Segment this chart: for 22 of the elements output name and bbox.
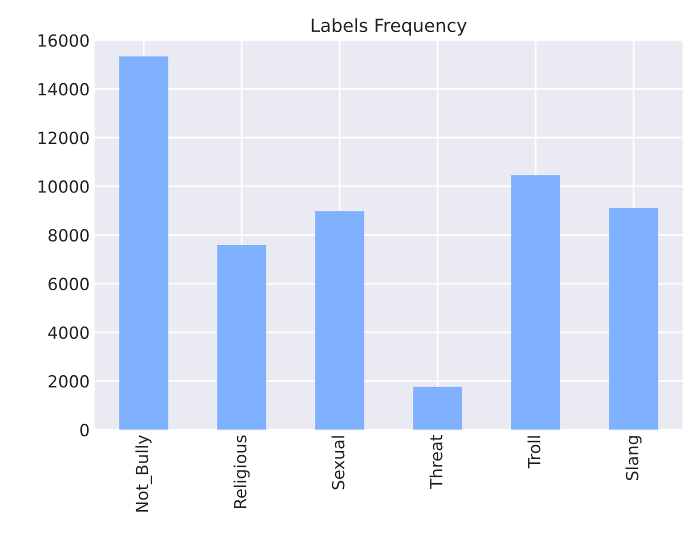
chart-title: Labels Frequency: [312, 18, 467, 36]
y-tick-label: 4000: [48, 326, 89, 339]
x-tick-label: Religious: [234, 435, 250, 508]
y-tick-label: 10000: [38, 180, 89, 193]
y-tick-label: 16000: [38, 34, 89, 47]
x-tick-label: Sexual: [332, 436, 344, 490]
x-tick-label: Threat: [430, 435, 442, 489]
y-tick-label: 0: [80, 424, 89, 436]
x-tick-label: Slang: [626, 436, 642, 480]
y-tick-label: 14000: [38, 82, 89, 96]
bar: [609, 208, 658, 430]
bar: [511, 175, 560, 430]
x-tick-label: Not_Bully: [135, 435, 152, 512]
bar: [119, 56, 168, 430]
y-tick-label: 12000: [38, 132, 89, 144]
y-tick-label: 6000: [48, 278, 89, 290]
x-tick-label: Troll: [528, 436, 540, 468]
bar: [217, 244, 266, 430]
bar: [315, 211, 364, 430]
y-tick-label: 8000: [48, 228, 89, 242]
y-tick-label: 2000: [48, 375, 89, 388]
bar: [413, 386, 462, 430]
